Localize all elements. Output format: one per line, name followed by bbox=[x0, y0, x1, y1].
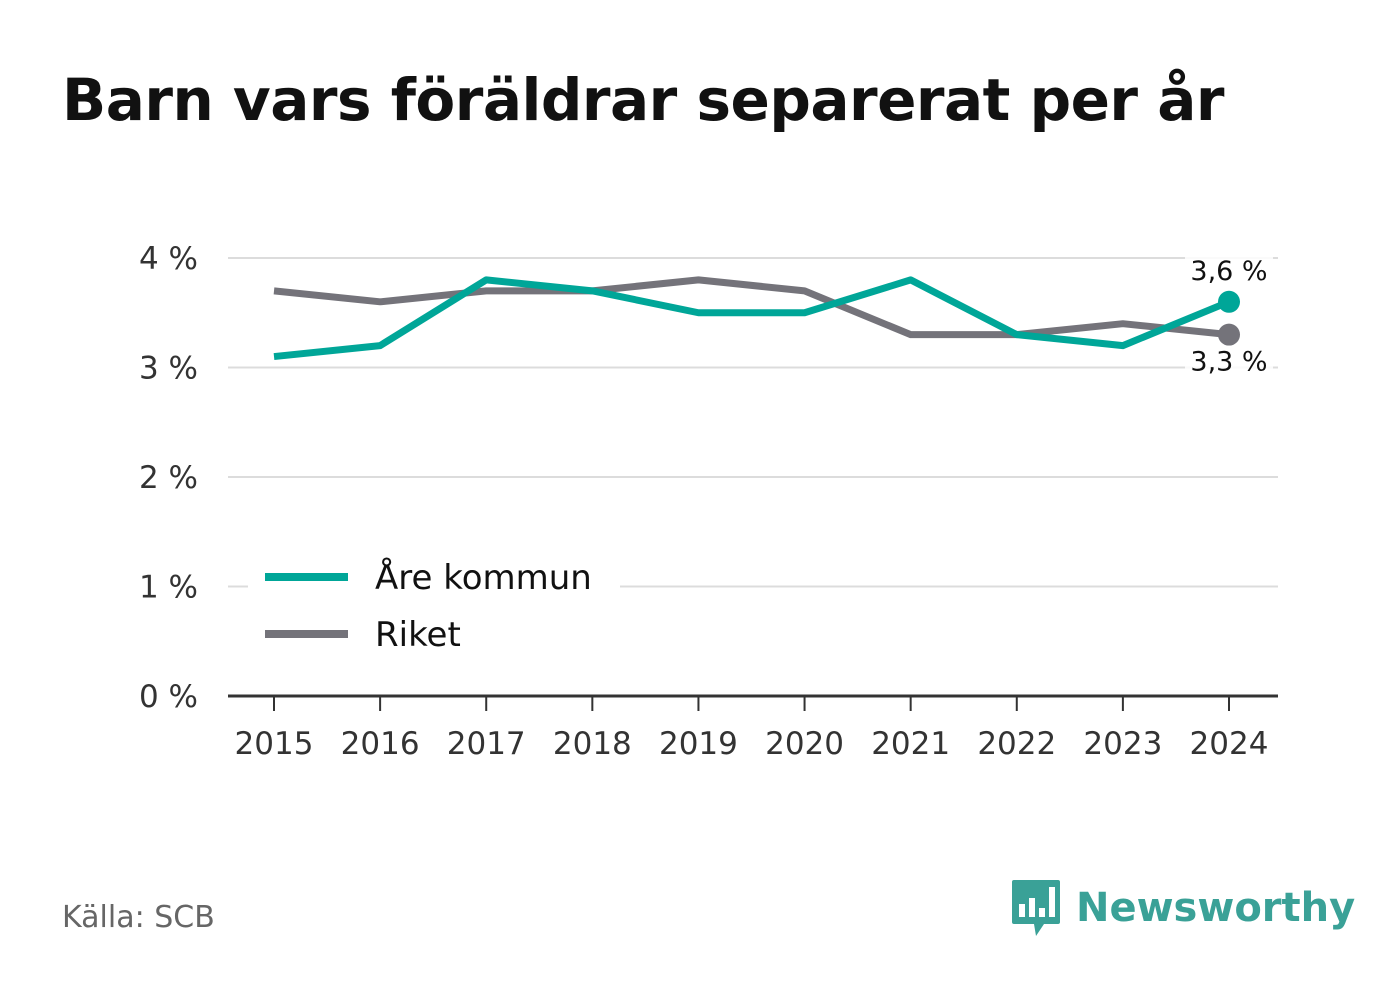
x-tick-label: 2019 bbox=[659, 726, 738, 762]
legend: Åre kommun Riket bbox=[248, 548, 620, 668]
series-line bbox=[273, 276, 1230, 339]
x-tick-label: 2018 bbox=[553, 726, 632, 762]
end-points: 3,6 % 3,3 % bbox=[1185, 254, 1273, 378]
x-tick-label: 2024 bbox=[1190, 726, 1269, 762]
x-tick-label: 2015 bbox=[235, 726, 314, 762]
end-label-background bbox=[1185, 254, 1273, 287]
y-tick-label: 2 % bbox=[139, 460, 198, 496]
series-end-point bbox=[1218, 290, 1240, 313]
y-tick-label: 0 % bbox=[139, 679, 198, 715]
series-end-point bbox=[1218, 323, 1240, 346]
x-axis-ticks: 2015 2016 2017 2018 2019 2020 2021 2022 2023 2024 bbox=[235, 696, 1269, 762]
legend-label: Åre kommun bbox=[375, 557, 592, 598]
legend-label: Riket bbox=[375, 615, 461, 655]
legend-background bbox=[248, 548, 620, 668]
end-label-background bbox=[1185, 345, 1273, 378]
y-axis-ticks: 0 % 1 % 2 % 3 % 4 % bbox=[139, 241, 198, 715]
brand-name: Newsworthy bbox=[1076, 885, 1356, 931]
end-value-label: 3,3 % bbox=[1190, 347, 1267, 378]
x-tick-label: 2017 bbox=[447, 726, 526, 762]
y-tick-label: 4 % bbox=[139, 241, 198, 277]
source-note: Källa: SCB bbox=[62, 900, 215, 935]
chart-title: Barn vars föräldrar separerat per år bbox=[62, 66, 1224, 134]
x-tick-label: 2021 bbox=[871, 726, 950, 762]
brand-logo: Newsworthy bbox=[1010, 878, 1355, 938]
series-lines bbox=[273, 276, 1231, 361]
x-tick-label: 2023 bbox=[1083, 726, 1162, 762]
x-tick-label: 2022 bbox=[977, 726, 1056, 762]
series-line bbox=[273, 276, 1231, 361]
end-value-label: 3,6 % bbox=[1190, 256, 1267, 287]
x-tick-label: 2020 bbox=[765, 726, 844, 762]
x-tick-label: 2016 bbox=[341, 726, 420, 762]
y-tick-label: 3 % bbox=[139, 351, 198, 387]
bar-chart-speech-bubble-icon bbox=[1012, 880, 1060, 936]
y-tick-label: 1 % bbox=[139, 570, 198, 606]
